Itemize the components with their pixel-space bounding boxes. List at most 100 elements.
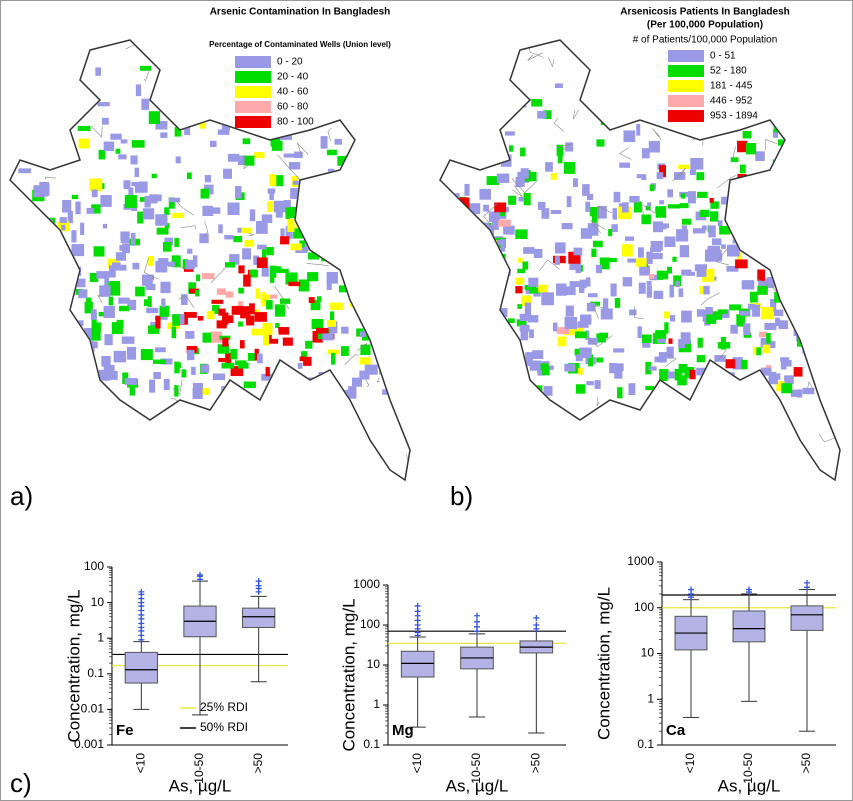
map-region [303, 356, 312, 366]
map-region [310, 299, 321, 311]
map-region [307, 272, 319, 282]
map-region [579, 347, 592, 359]
district-line [553, 117, 564, 132]
district-line [596, 396, 600, 406]
map-region [99, 285, 111, 297]
district-line [527, 52, 543, 61]
map-region [223, 168, 232, 179]
map-region [696, 267, 707, 277]
map-region [519, 313, 532, 321]
map-region [265, 338, 279, 344]
map-region [235, 186, 242, 199]
map-region [772, 129, 779, 138]
map-region [238, 301, 243, 308]
map-region [273, 200, 286, 213]
map-region [164, 207, 170, 215]
map-region [80, 222, 85, 235]
map-region [225, 291, 234, 298]
map-region [222, 337, 229, 347]
y-tick-label: 100 [84, 559, 104, 573]
map-region [545, 388, 552, 394]
map-region [629, 309, 637, 316]
map-region [199, 122, 207, 129]
x-tick-label: >50 [529, 753, 543, 774]
map-region [91, 204, 101, 214]
map-region [591, 248, 597, 258]
legend-label: 0 - 51 [710, 51, 736, 62]
map-region [210, 331, 223, 343]
map-region [609, 362, 617, 374]
map-region [155, 260, 168, 273]
map-region [197, 387, 203, 399]
map-region [541, 208, 550, 219]
map-region [518, 196, 524, 202]
map-region [739, 164, 746, 174]
map-region [186, 349, 195, 361]
map-region [732, 357, 743, 370]
map-region [59, 217, 67, 223]
district-line [97, 295, 103, 303]
map-region [554, 256, 560, 265]
map-region [645, 361, 652, 375]
district-line [210, 268, 226, 283]
map-region [496, 211, 505, 217]
map-region [667, 266, 672, 274]
map-region [153, 371, 161, 380]
district-line [143, 68, 151, 82]
map-region [139, 181, 148, 193]
map-region [767, 276, 775, 289]
map-region [721, 244, 726, 249]
map-region [161, 298, 166, 308]
map-region [131, 140, 145, 148]
map-subtitle: Percentage of Contaminated Wells (Union … [209, 40, 391, 49]
map-region [648, 366, 657, 371]
y-tick-label: 10 [641, 646, 655, 660]
map-region [673, 275, 682, 287]
map-region [91, 328, 101, 341]
map-region [262, 333, 270, 346]
map-region [573, 247, 583, 256]
map-region [574, 331, 587, 339]
map-region [229, 254, 240, 265]
district-line [512, 184, 523, 197]
map-region [118, 154, 127, 160]
map-region [159, 305, 170, 317]
map-region [757, 285, 768, 295]
map-region [528, 277, 539, 287]
map-region [160, 132, 168, 138]
map-region [561, 223, 573, 230]
map-region [256, 353, 263, 364]
x-tick-label: >50 [251, 753, 265, 774]
outlier [414, 602, 421, 609]
x-tick-label: <10 [134, 753, 148, 774]
map-region [121, 336, 135, 344]
map-region [520, 147, 526, 157]
map-region [648, 140, 660, 153]
legend-label: 446 - 952 [710, 96, 753, 107]
map-region [802, 387, 815, 395]
map-region [585, 277, 591, 287]
map-region [191, 366, 196, 376]
map-region [749, 291, 758, 303]
map-region [212, 373, 226, 381]
map-region [146, 307, 159, 314]
map-region [705, 306, 713, 320]
map-region [756, 347, 762, 356]
map-region [132, 262, 140, 270]
outlier [804, 579, 810, 586]
map-region [275, 323, 280, 329]
map-region [218, 224, 223, 234]
district-line [732, 146, 737, 160]
map-region [730, 324, 738, 334]
map-region [98, 149, 106, 160]
y-axis-label: Concentration, mg/L [64, 589, 83, 742]
box [790, 605, 824, 631]
map-region [108, 265, 116, 278]
map-region [678, 363, 688, 374]
map-border [439, 39, 841, 482]
map-region [730, 157, 739, 163]
map-region [216, 320, 227, 329]
map-title: Arsenicosis Patients In Bangladesh [620, 7, 790, 18]
map-subtitle: (Per 100,000 Population) [647, 20, 763, 31]
map-region [359, 331, 366, 337]
